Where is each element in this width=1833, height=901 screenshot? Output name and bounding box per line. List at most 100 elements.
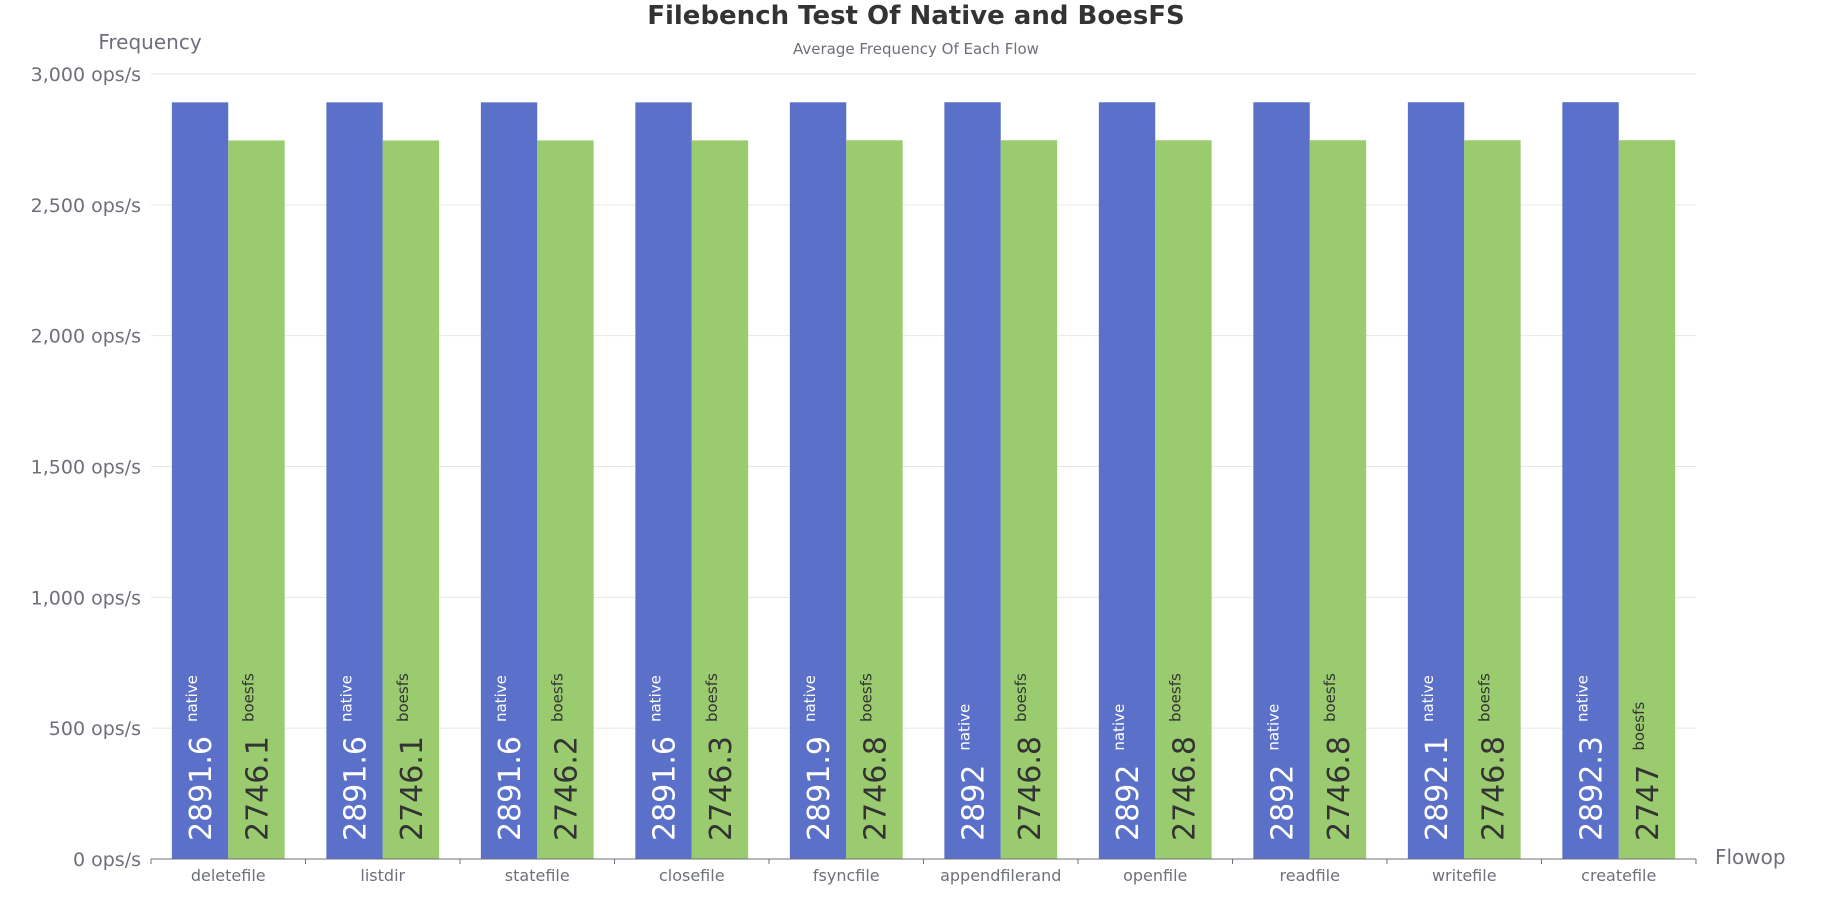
y-tick-label: 1,000 ops/s [31,587,141,609]
x-axis-ticks: deletefile listdir statefile closefile fsync… [150,859,1697,885]
bar-native-fsyncfile [789,102,847,860]
y-tick-label: 0 ops/s [73,849,141,871]
data-label-boesfs: 2746.1 [240,736,275,841]
data-label-native: 2892 [1111,765,1146,841]
series-label-native: native [183,675,201,722]
bar-label-group: 2891.6 native [183,675,219,841]
bar-native-writefile [1407,102,1465,860]
data-label-boesfs: 2746.3 [704,736,739,841]
bar-label-group: 2891.6 native [647,675,683,841]
data-label-boesfs: 2746.8 [1322,736,1357,841]
bar-label-group: 2892 native [1265,704,1301,841]
bar-label-group: 2747 boesfs [1630,702,1666,841]
bar-boesfs-deletefile [228,140,285,860]
data-label-native: 2892.3 [1575,736,1610,841]
data-label-boesfs: 2746.8 [1013,736,1048,841]
series-label-boesfs: boesfs [394,673,412,722]
y-tick-label: 2,500 ops/s [31,195,141,217]
x-tick-label: statefile [505,866,570,885]
data-label-boesfs: 2746.8 [1476,736,1511,841]
data-label-native: 2891.6 [648,736,683,841]
bar-label-group: 2891.6 native [338,675,374,841]
bar-native-deletefile [171,102,229,859]
x-tick-label: deletefile [191,866,266,885]
series-label-native: native [1265,704,1283,751]
bar-native-appendfilerand [944,102,1001,859]
bar-boesfs-openfile [1155,140,1212,859]
bar-native-openfile [1098,102,1156,859]
bar-label-group: 2746.1 boesfs [394,673,430,841]
series-label-native: native [492,675,510,722]
bar-boesfs-readfile [1309,140,1367,859]
bar-label-group: 2746.2 boesfs [548,673,584,841]
y-axis-title: Frequency [98,30,201,54]
bar-label-group: 2746.3 boesfs [703,673,739,841]
x-tick-label: createfile [1581,866,1656,885]
x-tick-label: listdir [360,866,405,885]
bar-label-group: 2892.1 native [1419,675,1455,841]
bar-boesfs-createfile [1618,140,1676,859]
bar-native-statefile [480,102,538,859]
chart-title: Filebench Test Of Native and BoesFS [647,1,1185,31]
data-label-native: 2892.1 [1420,736,1455,841]
series-label-native: native [956,704,974,751]
data-label-boesfs: 2746.8 [1167,736,1202,841]
data-label-boesfs: 2746.2 [549,736,584,841]
y-tick-label: 1,500 ops/s [31,457,141,479]
y-tick-label: 3,000 ops/s [31,64,141,86]
x-tick-label: readfile [1280,866,1340,885]
data-label-boesfs: 2747 [1631,765,1666,841]
bar-boesfs-appendfilerand [1000,140,1058,859]
series-label-boesfs: boesfs [1012,673,1030,722]
series-label-native: native [801,675,819,722]
bars [171,102,1676,860]
data-label-native: 2891.6 [493,736,528,841]
y-axis-ticks: 0 ops/s 500 ops/s 1,000 ops/s 1,500 ops/s 2,… [31,64,141,871]
chart-subtitle: Average Frequency Of Each Flow [793,40,1039,58]
bar-boesfs-fsyncfile [846,140,903,859]
series-label-boesfs: boesfs [703,673,721,722]
bar-label-group: 2746.8 boesfs [1475,673,1511,841]
bar-label-group: 2892 native [956,704,992,841]
bar-label-group: 2746.8 boesfs [1012,673,1048,841]
bar-label-group: 2746.8 boesfs [1166,673,1202,841]
x-tick-label: fsyncfile [813,866,880,885]
bar-native-listdir [326,102,383,859]
bar-label-group: 2746.1 boesfs [239,673,275,841]
series-label-boesfs: boesfs [1630,702,1648,751]
series-label-boesfs: boesfs [857,673,875,722]
series-label-boesfs: boesfs [1166,673,1184,722]
bar-label-group: 2746.8 boesfs [1321,673,1357,841]
bar-label-group: 2891.6 native [492,675,528,841]
series-label-boesfs: boesfs [239,673,257,722]
bar-boesfs-listdir [382,140,440,860]
data-label-native: 2892 [957,765,992,841]
x-tick-label: writefile [1432,866,1497,885]
series-label-boesfs: boesfs [548,673,566,722]
data-label-boesfs: 2746.1 [395,736,430,841]
bar-native-createfile [1562,102,1619,859]
bar-native-readfile [1253,102,1310,859]
series-label-native: native [1419,675,1437,722]
bar-label-group: 2892.3 native [1574,675,1610,841]
data-label-native: 2891.9 [802,736,837,841]
x-tick-label: openfile [1123,866,1187,885]
bar-label-group: 2891.9 native [801,675,837,841]
bar-label-group: 2746.8 boesfs [857,673,893,841]
data-label-native: 2891.6 [184,736,219,841]
bar-boesfs-writefile [1464,140,1521,859]
bar-boesfs-statefile [537,140,594,859]
series-label-boesfs: boesfs [1321,673,1339,722]
data-label-boesfs: 2746.8 [858,736,893,841]
bar-label-group: 2892 native [1110,704,1146,841]
y-tick-label: 2,000 ops/s [31,326,141,348]
data-label-native: 2891.6 [339,736,374,841]
x-axis-title: Flowop [1715,845,1786,869]
bar-labels: 2891.6 native 2746.1 boesfs 2891.6 native 2746… [183,673,1666,841]
x-tick-label: appendfilerand [940,866,1061,885]
series-label-native: native [1110,704,1128,751]
series-label-native: native [647,675,665,722]
bar-boesfs-closefile [691,140,749,859]
series-label-native: native [1574,675,1592,722]
